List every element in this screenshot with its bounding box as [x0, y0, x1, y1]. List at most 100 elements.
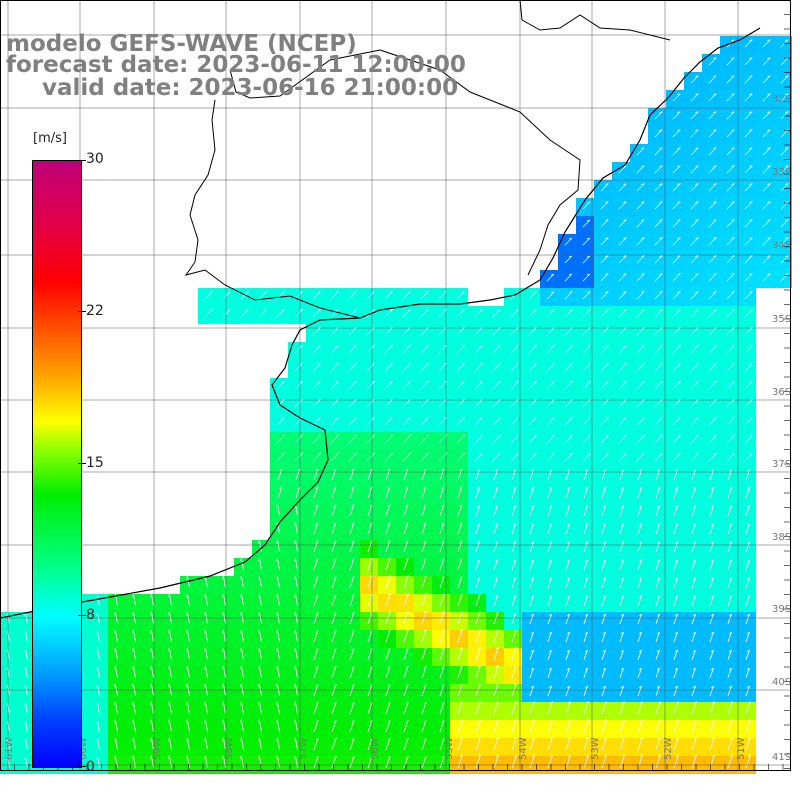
wind-arrow [439, 738, 445, 750]
wind-arrow [691, 505, 697, 516]
wind-arrow [529, 487, 535, 498]
wind-arrow-head [6, 756, 8, 760]
wind-arrow-head [767, 201, 771, 203]
wind-arrow-head [603, 649, 606, 653]
wind-arrow-head [497, 362, 501, 365]
wind-arrow [312, 363, 321, 372]
wind-arrow-head [168, 611, 170, 616]
wind-arrow [673, 487, 679, 498]
wind-arrow [403, 522, 409, 534]
wind-arrow-head [186, 629, 188, 633]
wind-arrow-head [168, 593, 170, 598]
wind-arrow [529, 631, 534, 642]
wind-arrow [672, 309, 681, 318]
wind-arrow [726, 399, 735, 408]
wind-arrow [169, 665, 172, 679]
wind-arrow-head [641, 291, 645, 293]
wind-arrow [403, 755, 409, 768]
wind-arrow-head [621, 685, 624, 689]
wind-arrow-head [333, 504, 337, 508]
wind-arrow-head [495, 559, 499, 562]
wind-arrow [366, 434, 376, 444]
wind-arrow-head [713, 237, 717, 239]
wind-arrow-head [495, 611, 499, 615]
wind-arrow-head [387, 666, 391, 669]
wind-arrow-head [333, 701, 337, 705]
wind-arrow [547, 577, 553, 588]
wind-arrow [672, 147, 681, 156]
wind-arrow [223, 629, 226, 643]
wind-arrow [690, 363, 699, 372]
wind-arrow [511, 505, 517, 516]
wind-arrow [564, 309, 573, 318]
wind-arrow [313, 486, 319, 498]
wind-arrow-head [677, 452, 681, 455]
wind-arrow [727, 631, 732, 642]
wind-arrow [727, 559, 733, 570]
wind-arrow-head [441, 719, 445, 723]
wind-arrow [456, 434, 466, 444]
wind-arrow-head [186, 647, 188, 651]
wind-arrow-head [731, 308, 735, 311]
wind-arrow-head [336, 434, 340, 437]
wind-arrow [547, 737, 553, 750]
wind-arrow [601, 523, 607, 534]
wind-arrow [673, 523, 679, 534]
wind-arrow [601, 559, 607, 570]
wind-arrow [349, 648, 355, 660]
wind-arrow-head [351, 684, 355, 687]
wind-arrow-head [677, 291, 681, 293]
wind-arrow [637, 719, 643, 732]
wind-arrow [241, 629, 244, 643]
wind-arrow [312, 434, 322, 444]
wind-arrow [709, 487, 715, 498]
wind-arrow-head [693, 559, 697, 562]
wind-arrow-head [281, 416, 285, 419]
wind-arrow [618, 219, 627, 228]
wind-arrow-head [204, 719, 206, 723]
wind-arrow [187, 576, 190, 589]
wind-arrow [726, 453, 735, 462]
wind-arrow-head [693, 505, 697, 508]
wind-arrow-head [749, 147, 753, 149]
wind-arrow-head [641, 219, 645, 221]
wind-arrow [294, 345, 303, 354]
wind-arrow-head [549, 595, 553, 598]
wind-arrow-head [641, 416, 645, 419]
wind-arrow [709, 577, 715, 588]
wind-arrow [493, 701, 499, 714]
wind-arrow [618, 255, 627, 264]
wind-arrow [619, 701, 625, 714]
wind-arrow-head [294, 755, 296, 759]
wind-arrow-head [168, 647, 170, 651]
wind-arrow-head [258, 719, 260, 723]
wind-arrow [780, 129, 789, 138]
wind-arrow-head [351, 522, 355, 525]
wind-arrow [655, 523, 661, 534]
wind-arrow-head [747, 631, 750, 635]
wind-arrow-head [150, 755, 152, 759]
wind-arrow-head [641, 344, 645, 347]
wind-arrow [331, 576, 337, 588]
wind-arrow [547, 505, 553, 516]
wind-arrow [565, 541, 571, 552]
wind-arrow-head [204, 593, 206, 598]
lon-label: 59W [152, 737, 163, 760]
wind-arrow-head [423, 647, 427, 651]
wind-arrow [619, 523, 625, 534]
wind-arrow [601, 701, 607, 714]
wind-arrow [726, 291, 735, 300]
wind-arrow-head [623, 291, 627, 293]
wind-arrow-head [186, 593, 188, 598]
wind-arrow-head [460, 628, 463, 632]
wind-arrow [565, 595, 571, 606]
wind-arrow-head [459, 540, 463, 543]
wind-arrow [654, 237, 663, 246]
wind-arrow [474, 435, 483, 444]
wind-arrow-head [532, 736, 535, 740]
wind-arrow-head [567, 541, 571, 544]
wind-arrow [744, 57, 753, 66]
wind-arrow-head [657, 719, 661, 722]
wind-arrow [132, 737, 136, 751]
wind-arrow-head [496, 646, 499, 650]
